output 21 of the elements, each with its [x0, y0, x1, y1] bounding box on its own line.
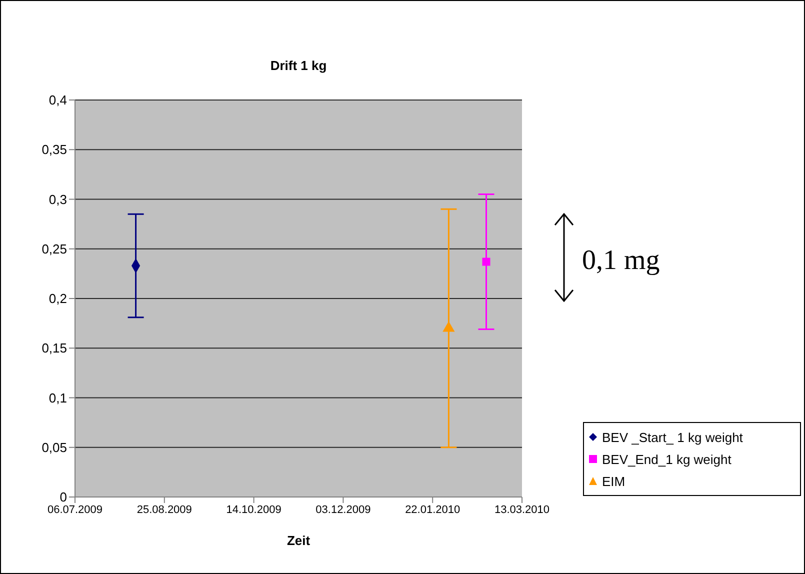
x-tick-label: 03.12.2009 — [316, 504, 371, 516]
y-tick-label: 0,35 — [42, 142, 67, 158]
y-tick-label: 0,25 — [42, 241, 67, 256]
y-tick-label: 0,3 — [48, 192, 67, 207]
legend-label: BEV _Start_ 1 kg weight — [602, 430, 743, 444]
legend-label: BEV_End_1 kg weight — [602, 452, 732, 466]
y-tick-label: 0,15 — [42, 340, 67, 356]
x-tick-label: 14.10.2009 — [226, 504, 282, 516]
x-tick-label: 22.01.2010 — [405, 504, 460, 516]
y-tick-label: 0 — [60, 490, 67, 505]
y-tick-label: 0,2 — [48, 291, 67, 306]
x-tick-label: 06.07.2009 — [47, 504, 103, 516]
y-tick-label: 0,4 — [48, 92, 67, 108]
legend-label: EIM — [602, 474, 626, 488]
x-tick-label: 25.08.2009 — [136, 504, 192, 516]
y-tick-label: 0,1 — [48, 390, 67, 406]
x-tick-label: 13.03.2010 — [494, 504, 550, 516]
y-tick-label: 0,05 — [42, 440, 67, 455]
chart-title: Drift 1 kg — [269, 58, 328, 73]
x-axis-title: Zeit — [286, 533, 311, 548]
text: 0,1 mg — [582, 245, 660, 277]
